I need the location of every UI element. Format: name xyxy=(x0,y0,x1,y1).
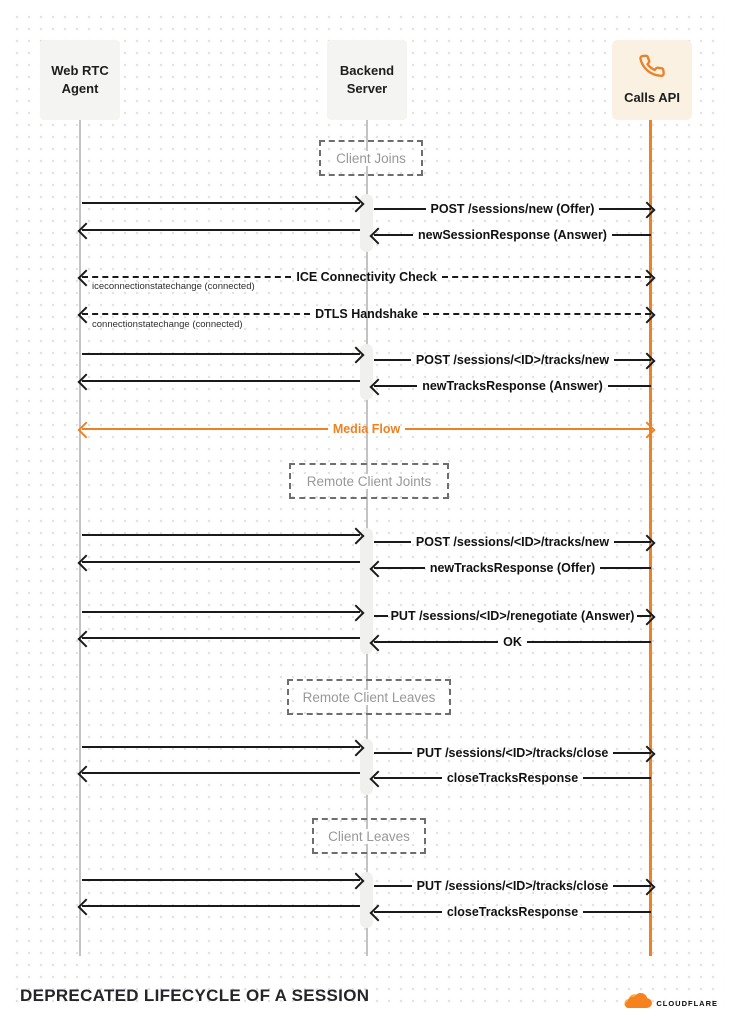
message-label: PUT /sessions/<ID>/tracks/close xyxy=(416,745,609,760)
message-close-tracks-response: closeTracksResponse xyxy=(369,904,652,922)
arrowhead-right-icon xyxy=(638,534,656,552)
phone-icon xyxy=(639,53,665,84)
connection-state-note: connectionstatechange (connected) xyxy=(92,319,243,330)
message-put-renegotiate: PUT /sessions/<ID>/renegotiate (Answer) xyxy=(374,608,656,626)
message-label: OK xyxy=(503,634,522,649)
message-media-flow: Media Flow xyxy=(77,421,656,439)
message-post-tracks-new: POST /sessions/<ID>/tracks/new xyxy=(374,534,656,552)
arrowhead-right-icon xyxy=(638,201,656,219)
message-put-tracks-close: PUT /sessions/<ID>/tracks/close xyxy=(374,878,656,896)
ice-state-note: iceconnectionstatechange (connected) xyxy=(92,281,255,292)
message-dtls-handshake: DTLS Handshake xyxy=(77,306,656,324)
arrowhead-right-icon xyxy=(638,745,656,763)
section-client-leaves: Client Leaves xyxy=(312,818,426,854)
message-label: newTracksResponse (Offer) xyxy=(429,560,596,575)
message-request-to-backend xyxy=(82,527,365,545)
message-label: POST /sessions/<ID>/tracks/new xyxy=(415,534,610,549)
message-label: newTracksResponse (Answer) xyxy=(422,378,603,393)
message-label: Media Flow xyxy=(332,421,401,436)
message-response-to-webrtc xyxy=(77,373,360,391)
arrowhead-right-icon xyxy=(638,878,656,896)
section-label: Client Leaves xyxy=(325,828,413,844)
message-new-session-response: newSessionResponse (Answer) xyxy=(369,227,652,245)
section-remote-client-leaves: Remote Client Leaves xyxy=(287,679,451,715)
message-label: PUT /sessions/<ID>/tracks/close xyxy=(416,878,609,893)
arrowhead-right-icon xyxy=(638,306,656,324)
message-response-to-webrtc xyxy=(77,898,360,916)
section-label: Remote Client Leaves xyxy=(299,689,439,705)
arrowhead-right-icon xyxy=(638,269,656,287)
message-label: POST /sessions/new (Offer) xyxy=(430,201,595,216)
message-label: newSessionResponse (Answer) xyxy=(418,227,607,242)
section-label: Remote Client Joints xyxy=(303,473,435,489)
message-ice-connectivity-check: ICE Connectivity Check xyxy=(77,269,656,287)
message-put-tracks-close: PUT /sessions/<ID>/tracks/close xyxy=(374,745,656,763)
activation-bar xyxy=(360,528,373,654)
cloudflare-cloud-icon xyxy=(623,993,653,1014)
actor-calls-api: Calls API xyxy=(612,40,692,120)
arrowhead-right-icon xyxy=(638,352,656,370)
section-label: Client Joins xyxy=(333,150,409,166)
actor-webrtc-agent: Web RTC Agent xyxy=(40,40,120,120)
actor-label: Calls API xyxy=(624,90,680,105)
activation-bar xyxy=(360,872,373,928)
activation-bar xyxy=(360,739,373,795)
actor-label: Backend xyxy=(339,62,395,78)
diagram-title: DEPRECATED LIFECYCLE OF A SESSION xyxy=(20,986,370,1005)
calls-api-lifeline xyxy=(649,120,652,956)
message-close-tracks-response: closeTracksResponse xyxy=(369,770,652,788)
message-response-to-webrtc xyxy=(77,222,360,240)
message-request-to-backend xyxy=(82,872,365,890)
message-request-to-backend xyxy=(82,739,365,757)
section-remote-client-joins: Remote Client Joints xyxy=(289,463,449,499)
message-label: closeTracksResponse xyxy=(446,904,579,919)
message-ok: OK xyxy=(369,634,651,652)
message-response-to-webrtc xyxy=(77,554,360,572)
actor-label: Agent xyxy=(61,81,99,96)
arrowhead-right-icon xyxy=(638,608,656,626)
activation-bar xyxy=(360,194,373,252)
dotted-background: Web RTC Agent Backend Server Calls API C… xyxy=(8,8,724,1011)
message-new-tracks-response-offer: newTracksResponse (Offer) xyxy=(369,560,651,578)
message-label: PUT /sessions/<ID>/renegotiate (Answer) xyxy=(390,608,635,623)
actor-label: Server xyxy=(346,81,388,96)
message-post-sessions-new: POST /sessions/new (Offer) xyxy=(374,201,656,219)
cloudflare-wordmark: CLOUDFLARE xyxy=(656,999,718,1008)
actor-label: Web RTC xyxy=(51,62,109,78)
arrowhead-right-icon xyxy=(638,421,656,439)
message-response-to-webrtc xyxy=(77,765,360,783)
actor-backend-server: Backend Server xyxy=(327,40,407,120)
message-response-to-webrtc xyxy=(77,630,360,648)
message-label: POST /sessions/<ID>/tracks/new xyxy=(415,352,610,367)
message-new-tracks-response-answer: newTracksResponse (Answer) xyxy=(369,378,651,396)
message-label: ICE Connectivity Check xyxy=(296,269,437,284)
message-post-tracks-new: POST /sessions/<ID>/tracks/new xyxy=(374,352,656,370)
cloudflare-logo: CLOUDFLARE xyxy=(623,993,718,1014)
message-request-to-backend xyxy=(82,604,365,622)
message-label: closeTracksResponse xyxy=(446,770,579,785)
message-request-to-backend xyxy=(82,346,365,364)
message-request-to-backend xyxy=(82,195,365,213)
activation-bar xyxy=(360,344,373,400)
message-label: DTLS Handshake xyxy=(315,306,418,321)
webrtc-lifeline xyxy=(79,120,81,956)
section-client-joins: Client Joins xyxy=(319,140,423,176)
